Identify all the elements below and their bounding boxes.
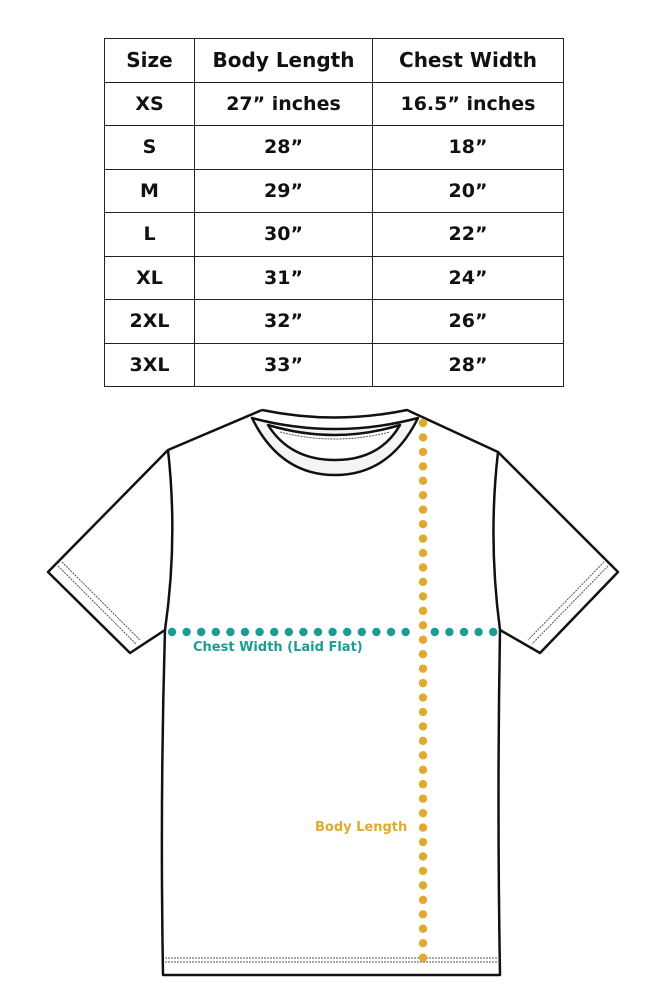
length-dot — [418, 837, 428, 847]
length-dot — [418, 722, 428, 731]
size-cell: M — [104, 168, 195, 213]
length-dot — [418, 534, 428, 543]
chest-dot — [313, 627, 323, 637]
chest-dot — [270, 627, 279, 637]
chest-dot — [197, 627, 206, 637]
header-size: Size — [104, 38, 195, 83]
length-dot — [418, 939, 428, 948]
chest-width-cell: 18” — [372, 125, 564, 170]
chest-dot — [167, 627, 177, 637]
chest-dot — [372, 627, 381, 637]
table-header-row: Size Body Length Chest Width — [104, 38, 564, 83]
table-row: M 29” 20” — [104, 168, 564, 213]
chest-dot — [401, 627, 410, 637]
chest-width-label: Chest Width (Laid Flat) — [193, 640, 363, 655]
length-dot — [418, 621, 428, 630]
length-dot — [418, 780, 428, 789]
chest-dot — [445, 627, 454, 637]
body-length-cell: 33” — [194, 342, 373, 387]
length-dot — [418, 808, 428, 818]
length-dot — [418, 895, 428, 905]
chest-dot — [386, 627, 396, 637]
length-dot — [418, 519, 428, 529]
length-dot — [418, 664, 428, 673]
length-dot — [418, 577, 428, 587]
length-dot — [418, 447, 428, 457]
body-length-cell: 32” — [194, 299, 373, 344]
length-dot — [418, 823, 428, 832]
length-dot — [418, 910, 428, 919]
length-dot — [418, 635, 428, 644]
length-dot — [418, 765, 428, 774]
length-dot — [418, 707, 428, 717]
chest-dot — [299, 627, 308, 637]
chest-dot — [182, 627, 191, 637]
chest-width-cell: 20” — [372, 168, 564, 213]
length-dot — [418, 433, 428, 442]
length-dot — [418, 852, 428, 861]
length-dot — [418, 751, 428, 760]
chest-dot — [284, 627, 293, 637]
length-dot — [418, 476, 428, 485]
chest-dot — [343, 627, 352, 637]
length-dot — [418, 563, 428, 572]
length-dot — [418, 924, 428, 933]
length-dot — [418, 491, 428, 500]
chest-width-cell: 26” — [372, 299, 564, 344]
chest-width-cell: 16.5” inches — [372, 81, 564, 126]
chest-dot — [328, 627, 337, 637]
header-body-length: Body Length — [194, 38, 373, 83]
chest-dot — [240, 627, 250, 637]
table-row: 2XL 32” 26” — [104, 299, 564, 344]
table-row: 3XL 33” 28” — [104, 342, 564, 387]
chest-width-cell: 24” — [372, 255, 564, 300]
chest-dot — [489, 627, 498, 637]
body-length-dots — [418, 418, 428, 962]
chest-dot — [255, 627, 264, 637]
length-dot — [418, 650, 428, 659]
table-row: L 30” 22” — [104, 212, 564, 257]
length-dot — [418, 881, 428, 890]
chest-dot — [226, 627, 235, 637]
chest-dot — [211, 627, 220, 637]
length-dot — [418, 866, 428, 876]
chest-width-dots — [167, 627, 498, 637]
length-dot — [418, 548, 428, 558]
length-dot — [418, 505, 428, 514]
length-dot — [418, 794, 428, 803]
length-dot — [418, 462, 428, 471]
length-dot — [418, 736, 428, 746]
size-chart-table: Size Body Length Chest Width XS 27” inche… — [104, 38, 564, 387]
length-dot — [418, 678, 428, 688]
chest-width-cell: 28” — [372, 342, 564, 387]
length-dot — [418, 592, 428, 601]
length-dot — [418, 953, 428, 962]
body-length-label: Body Length — [315, 820, 408, 835]
length-dot — [418, 693, 428, 702]
body-length-cell: 31” — [194, 255, 373, 300]
chest-dot — [430, 627, 439, 637]
tshirt-outline — [46, 408, 620, 977]
header-chest-width: Chest Width — [372, 38, 564, 83]
chest-dot — [474, 627, 483, 637]
size-cell: 2XL — [104, 299, 195, 344]
length-dot — [418, 418, 428, 428]
chest-dot — [357, 627, 366, 637]
chest-dot — [459, 627, 469, 637]
tshirt-collar-inner — [266, 423, 402, 462]
size-cell: 3XL — [104, 342, 195, 387]
length-dot — [418, 606, 428, 616]
